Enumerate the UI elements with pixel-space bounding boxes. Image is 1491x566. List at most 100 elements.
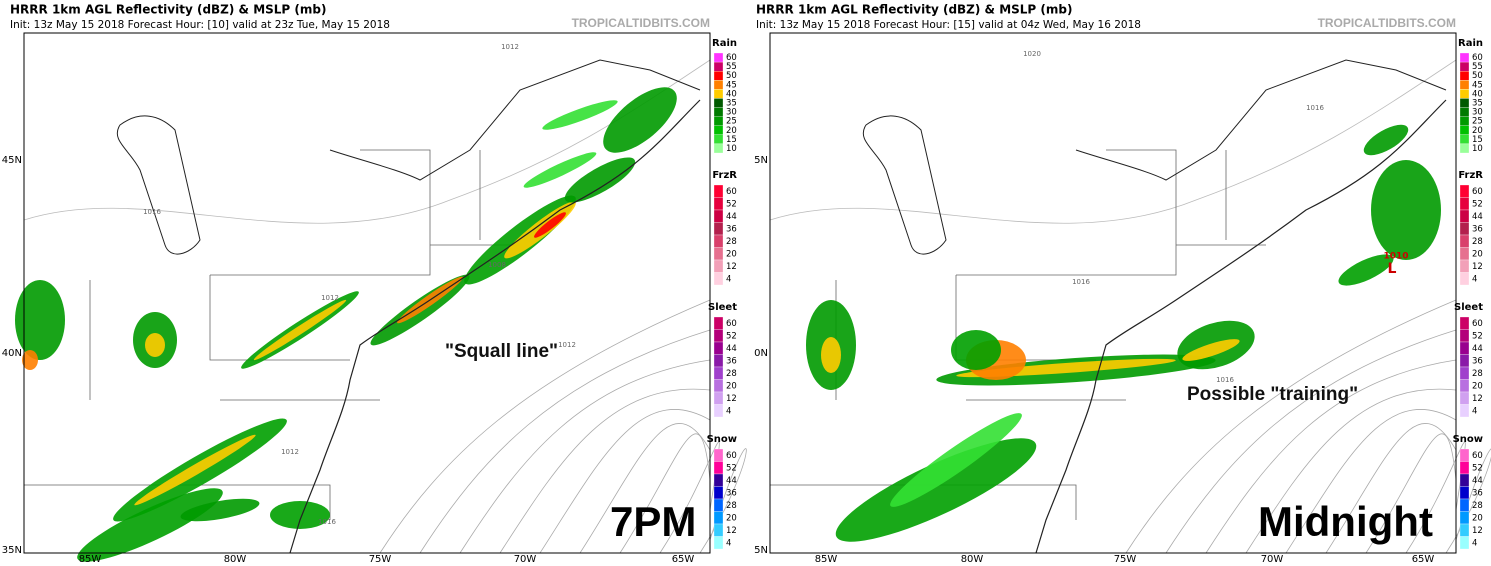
lat-label: 5N — [754, 155, 768, 166]
legend-value: 10 — [1472, 144, 1483, 154]
isobar-label: 1010 — [1383, 252, 1408, 262]
legend-swatch — [1459, 366, 1470, 380]
lon-label: 70W — [1261, 554, 1284, 565]
isobar — [379, 299, 711, 554]
legend-swatch — [713, 52, 724, 63]
legend-value: 52 — [726, 331, 737, 341]
coastline — [863, 59, 1447, 255]
legend-title: Rain — [712, 38, 737, 49]
map-panel: HRRR 1km AGL Reflectivity (dBZ) & MSLP (… — [754, 3, 1491, 565]
isobar-label: 1012 — [501, 43, 519, 51]
lon-label: 85W — [79, 554, 102, 565]
coastline — [1035, 99, 1447, 554]
lon-label: 75W — [1114, 554, 1137, 565]
legend-swatch — [1459, 498, 1470, 512]
legend-swatch — [713, 209, 724, 223]
isobar-label: 1016 — [318, 518, 336, 526]
legend-value: 44 — [726, 344, 737, 354]
legend-swatch — [1459, 71, 1470, 81]
isobar-label: 1016 — [1306, 104, 1324, 112]
legend-value: 50 — [1472, 71, 1483, 81]
time-label: 7PM — [610, 498, 696, 545]
legend-swatch — [713, 329, 724, 343]
precip-area — [1371, 160, 1441, 260]
legend-title: Snow — [707, 434, 737, 445]
legend-value: 55 — [726, 62, 737, 72]
legend-swatch — [713, 448, 724, 462]
legend-value: 44 — [1472, 476, 1483, 486]
legend-value: 4 — [726, 538, 731, 548]
legend-value: 20 — [726, 126, 737, 136]
legend-swatch — [713, 197, 724, 211]
isobar — [1365, 433, 1457, 554]
legend-value: 40 — [1472, 89, 1483, 99]
legend-value: 60 — [1472, 53, 1483, 63]
lat-label: 0N — [754, 348, 768, 359]
legend-value: 36 — [1472, 224, 1483, 234]
legend-value: 50 — [726, 71, 737, 81]
legend-swatch — [713, 511, 724, 525]
map-background — [770, 33, 1456, 553]
coastline — [117, 59, 701, 255]
legend-value: 15 — [1472, 135, 1483, 145]
legend-swatch — [713, 259, 724, 273]
legend-value: 60 — [1472, 319, 1483, 329]
isobar — [499, 388, 711, 554]
legend-value: 20 — [1472, 381, 1483, 391]
isobar — [1165, 329, 1457, 554]
legend-swatch — [713, 404, 724, 418]
legend-swatch — [1459, 61, 1470, 72]
legend-swatch — [713, 61, 724, 72]
low-marker: L — [1388, 261, 1397, 277]
legend-value: 36 — [726, 488, 737, 498]
legend-value: 35 — [1472, 99, 1483, 109]
panel-subtitle: Init: 13z May 15 2018 Forecast Hour: [15… — [756, 19, 1141, 31]
legend-swatch — [1459, 448, 1470, 462]
isobar — [1325, 423, 1457, 554]
legend-value: 44 — [726, 476, 737, 486]
legend-swatch — [1459, 536, 1470, 550]
legend-swatch — [1459, 316, 1470, 330]
legend-swatch — [713, 366, 724, 380]
legend-swatch — [713, 486, 724, 500]
panel-subtitle: Init: 13z May 15 2018 Forecast Hour: [10… — [10, 19, 390, 31]
isobar — [1125, 299, 1457, 554]
lat-label: 40N — [2, 348, 22, 359]
legend-value: 12 — [726, 394, 737, 404]
legend-value: 60 — [726, 53, 737, 63]
isobar — [419, 329, 711, 554]
precip-area — [1182, 339, 1240, 361]
legend-value: 55 — [1472, 62, 1483, 72]
legend-swatch — [713, 134, 724, 145]
legend-swatch — [1459, 404, 1470, 418]
legend-swatch — [713, 71, 724, 81]
legend-value: 36 — [1472, 356, 1483, 366]
legend-swatch — [713, 473, 724, 487]
isobar — [1285, 409, 1457, 554]
legend-value: 35 — [726, 99, 737, 109]
legend-value: 4 — [1472, 406, 1477, 416]
precip-area — [951, 330, 1001, 370]
isobar-label: 1016 — [1072, 278, 1090, 286]
legend-swatch — [1459, 197, 1470, 211]
legend-swatch — [713, 89, 724, 99]
legend-swatch — [1459, 209, 1470, 223]
legend-title: Sleet — [708, 302, 737, 313]
legend-swatch — [1459, 80, 1470, 90]
precip-area — [1363, 124, 1409, 156]
legend-swatch — [1459, 234, 1470, 248]
legend-swatch — [1459, 184, 1470, 198]
legend-swatch — [713, 107, 724, 117]
precip-area — [134, 434, 256, 506]
isobar-label: 1016 — [143, 208, 161, 216]
isobar — [579, 423, 711, 554]
legend-swatch — [713, 222, 724, 236]
legend-swatch — [1459, 391, 1470, 405]
precip-area — [145, 333, 165, 357]
legend-swatch — [713, 80, 724, 90]
legend-swatch — [1459, 341, 1470, 355]
legend-value: 60 — [726, 187, 737, 197]
precip-area — [542, 100, 618, 130]
legend-value: 12 — [1472, 394, 1483, 404]
legend-swatch — [1459, 89, 1470, 99]
